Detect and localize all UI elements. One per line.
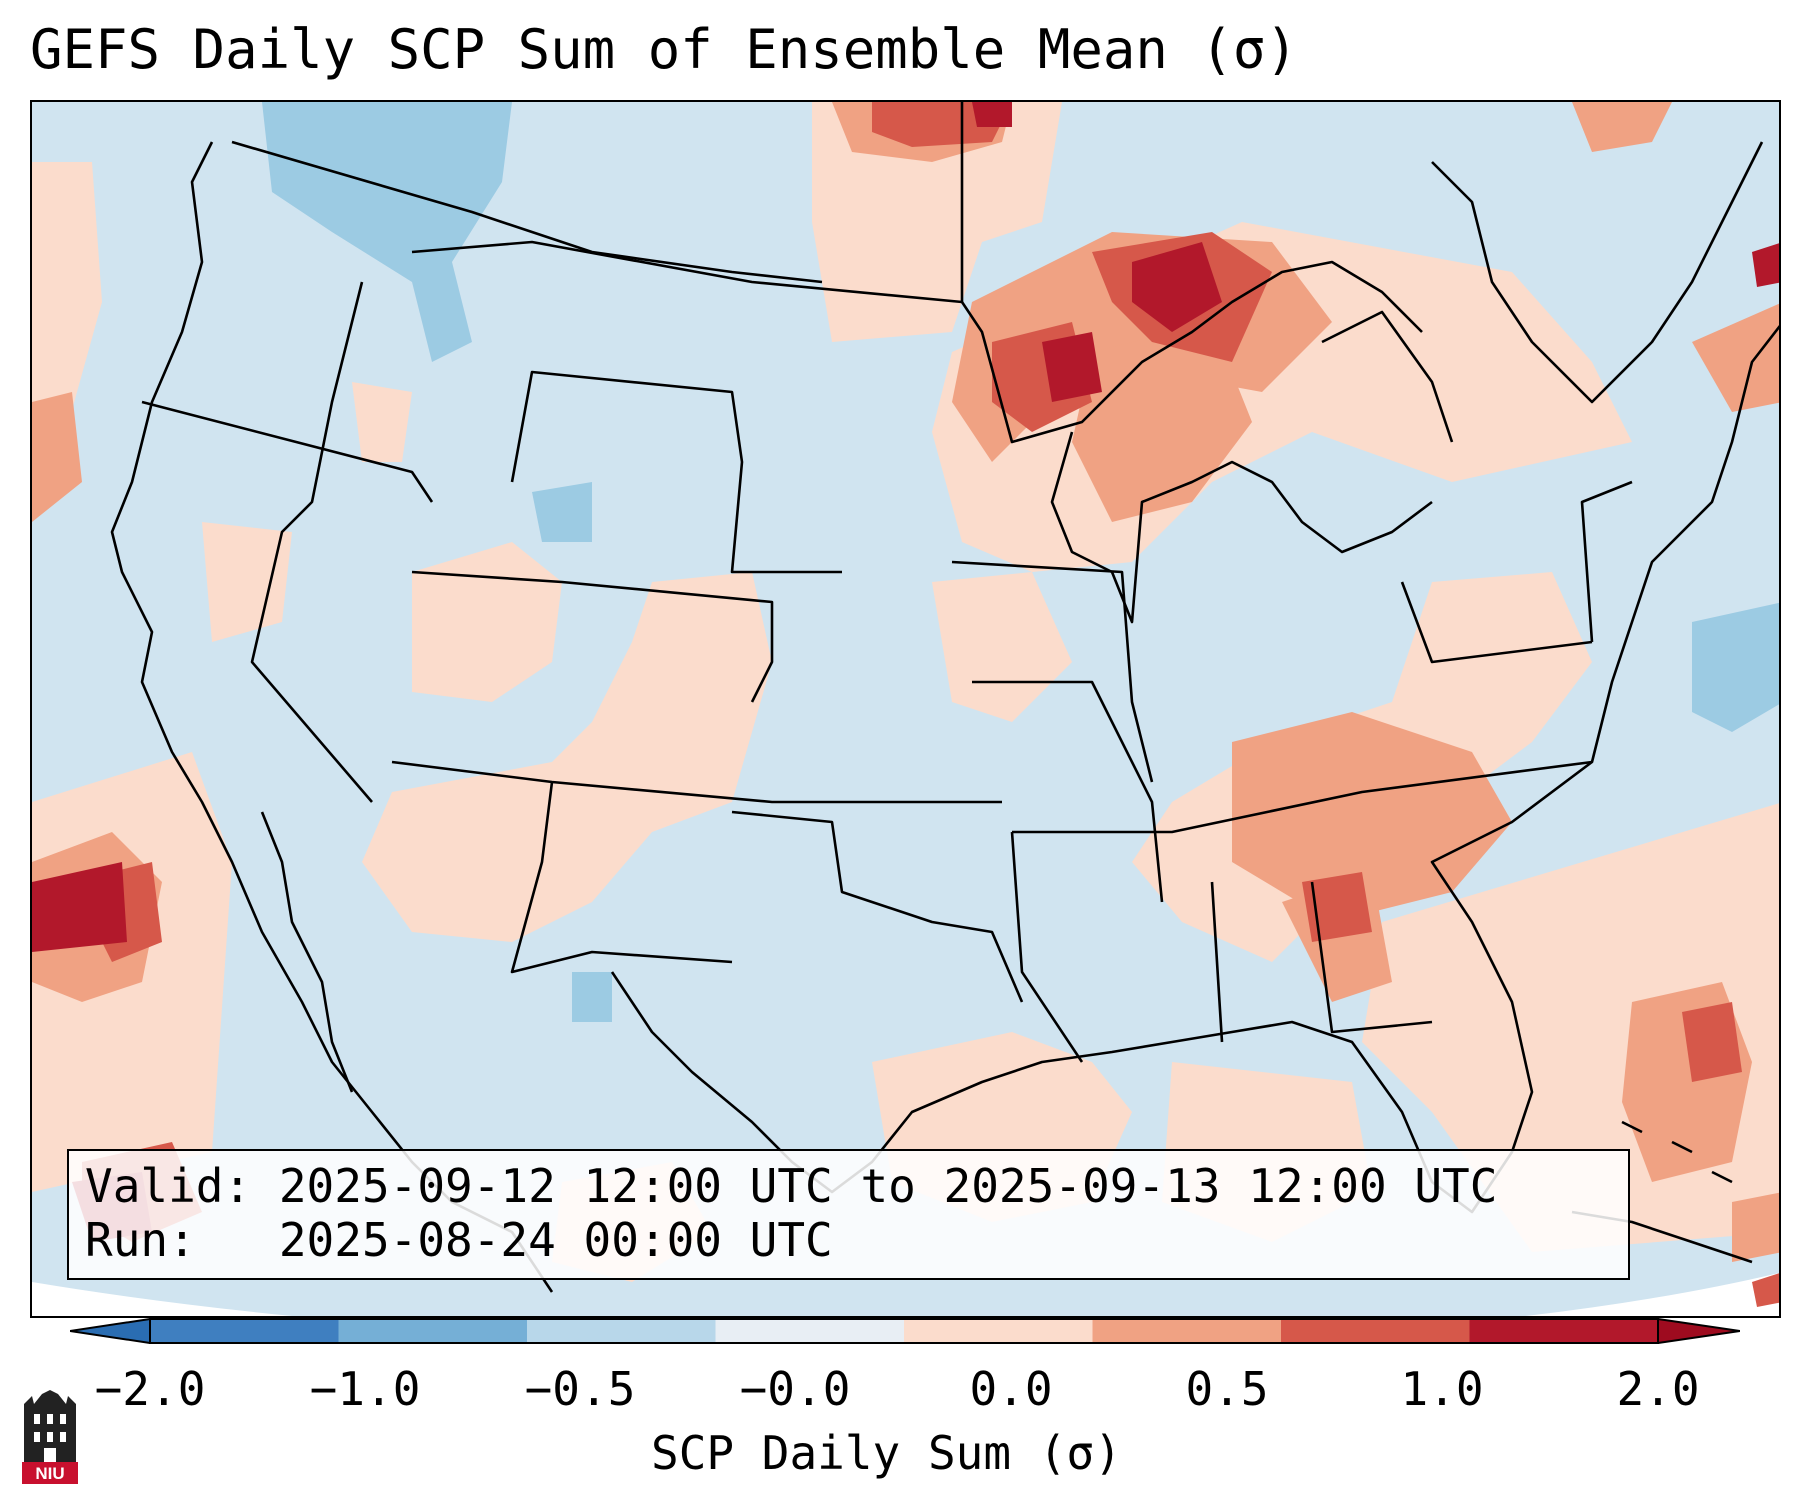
- colorbar-tick-label: −0.5: [524, 1362, 636, 1416]
- colorbar-tick-label: −0.0: [739, 1362, 851, 1416]
- ny-border: [1580, 480, 1633, 643]
- logo-badge: [22, 1462, 78, 1484]
- colorbar-segment: [1281, 1319, 1470, 1343]
- arkansas-louisiana: [1010, 831, 1084, 1063]
- colorbar: [70, 1318, 1740, 1344]
- niu-logo: NIU: [22, 1390, 78, 1484]
- logo-text: NIU: [35, 1464, 64, 1483]
- anomaly-light-negative: [262, 102, 1779, 1022]
- bahamas-islands: [1621, 1120, 1733, 1184]
- colorbar-segment: [527, 1319, 716, 1343]
- baja-coast: [260, 811, 354, 1093]
- four-corners-line: [391, 760, 1002, 804]
- logo-tower-icon: [24, 1390, 76, 1462]
- colorbar-segment: [904, 1319, 1093, 1343]
- colorbar-tick-label: 2.0: [1616, 1362, 1700, 1416]
- ontario-line: [1321, 310, 1454, 443]
- colorbar-label: SCP Daily Sum (σ): [651, 1426, 1122, 1480]
- projection-edge: [32, 1282, 293, 1316]
- alabama: [1210, 881, 1224, 1043]
- colorado-border: [411, 570, 774, 703]
- missouri: [972, 680, 1164, 903]
- map-title: GEFS Daily SCP Sum of Ensemble Mean (σ): [30, 18, 1298, 81]
- colorbar-tick-label: 0.0: [969, 1362, 1053, 1416]
- map-canvas: [32, 102, 1779, 1316]
- run-time-text: Run: 2025-08-24 00:00 UTC: [85, 1213, 833, 1267]
- quebec-line: [1431, 141, 1764, 404]
- colorbar-segment: [338, 1319, 528, 1343]
- colorbar-segment: [1092, 1319, 1282, 1343]
- valid-run-info-box: Valid: 2025-09-12 12:00 UTC to 2025-09-1…: [67, 1149, 1630, 1280]
- northern-border: [411, 102, 964, 304]
- tennessee-line: [1012, 760, 1593, 834]
- iowa-illinois: [951, 560, 1154, 783]
- map-panel: [30, 100, 1781, 1318]
- canada-border: [231, 140, 823, 284]
- colorbar-segment: [1469, 1319, 1659, 1343]
- colorbar-tick-label: 1.0: [1400, 1362, 1484, 1416]
- colorbar-tick-label: −2.0: [94, 1362, 206, 1416]
- colorbar-segment: [715, 1319, 905, 1343]
- oregon-nevada-border: [141, 400, 434, 503]
- great-lakes-north: [960, 260, 1423, 444]
- colorbar-tick-label: −1.0: [309, 1362, 421, 1416]
- colorbar-tick-label: 0.5: [1185, 1362, 1269, 1416]
- new-mexico-border: [510, 781, 733, 974]
- valid-time-text: Valid: 2025-09-12 12:00 UTC to 2025-09-1…: [85, 1159, 1498, 1213]
- colorbar-extend-right: [1658, 1319, 1740, 1343]
- texas-oklahoma: [731, 810, 1024, 1003]
- colorbar-segment: [150, 1319, 339, 1343]
- wyoming-border: [510, 370, 842, 574]
- projection-edge: [1525, 1272, 1779, 1316]
- colorbar-extend-left: [70, 1319, 150, 1343]
- georgia: [1310, 881, 1433, 1034]
- lake-michigan-huron: [1050, 431, 1433, 624]
- idaho-nevada: [250, 281, 373, 803]
- ohio-pa: [1400, 581, 1593, 664]
- pacific-coastline: [110, 141, 554, 1293]
